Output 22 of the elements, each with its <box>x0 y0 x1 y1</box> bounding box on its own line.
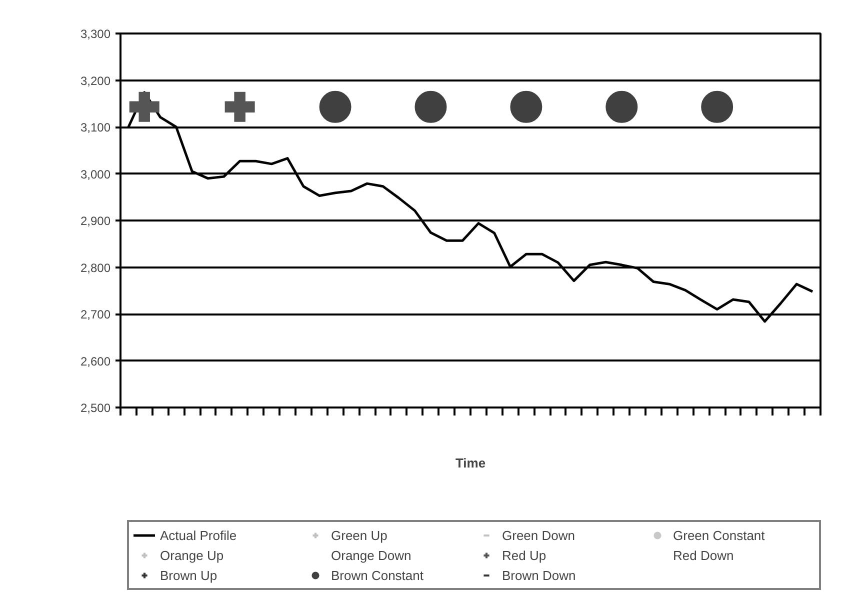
y-tick-label: 2,900 <box>80 214 111 228</box>
y-tick-label: 3,100 <box>80 120 111 134</box>
legend-label: Green Up <box>331 526 388 544</box>
legend-label: Brown Up <box>160 566 218 584</box>
y-tick-label: 3,000 <box>80 167 111 182</box>
y-tick-label: 2,800 <box>80 260 111 275</box>
y-tick-label: 3,200 <box>80 74 111 88</box>
y-tick-label: 2,500 <box>80 401 111 415</box>
legend-label: Brown Constant <box>331 566 424 584</box>
line-series <box>127 91 814 323</box>
text: Red Down <box>673 546 735 564</box>
y-tick-label: 3,300 <box>80 27 111 41</box>
legend-label: Actual Profile <box>160 526 238 544</box>
legend-label: Green Down <box>502 526 576 544</box>
legend-label: Brown Down <box>502 566 577 584</box>
x-axis-title: Time <box>455 456 486 470</box>
legend-label: Green Constant <box>673 526 766 544</box>
y-tick-label: 2,600 <box>80 354 111 368</box>
legend-label: Red Up <box>502 546 548 564</box>
text: Orange Down <box>331 546 412 564</box>
legend-label: Orange Up <box>160 546 225 564</box>
y-tick-label: 2,700 <box>80 308 111 322</box>
